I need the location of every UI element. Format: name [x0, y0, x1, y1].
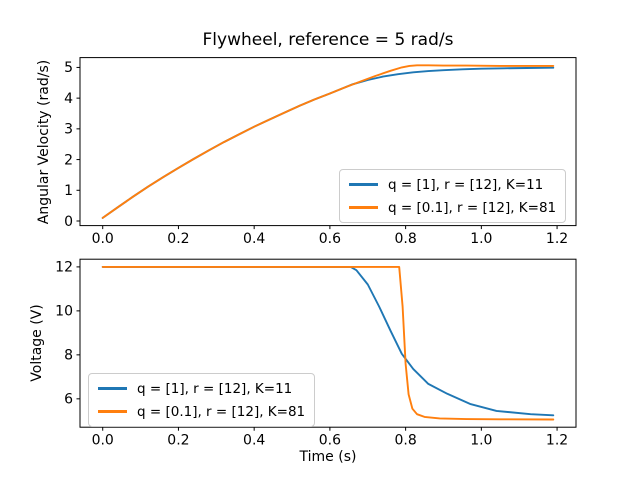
x-tick-label: 0.0	[92, 231, 114, 247]
legend-label: q = [1], r = [12], K=11	[137, 380, 293, 397]
legend-line-sample-blue	[349, 183, 378, 186]
y-tick-label: 3	[64, 122, 73, 138]
x-tick-label: 0.4	[243, 231, 265, 247]
x-tick-label: 1.0	[470, 433, 492, 449]
legend-line-sample-blue	[98, 387, 127, 390]
y-tick-label: 0	[64, 214, 73, 230]
legend-line-sample-orange	[349, 206, 378, 209]
y-tick-label: 10	[55, 304, 73, 320]
legend-entry: q = [1], r = [12], K=11	[349, 176, 556, 193]
legend-label: q = [0.1], r = [12], K=81	[137, 403, 306, 420]
x-tick-label: 0.8	[394, 231, 416, 247]
y-tick-label: 5	[64, 60, 73, 76]
legend-bottom: q = [1], r = [12], K=11 q = [0.1], r = […	[88, 373, 316, 427]
x-tick-label: 1.0	[470, 231, 492, 247]
x-tick-label: 0.6	[319, 433, 341, 449]
chart-title: Flywheel, reference = 5 rad/s	[202, 30, 454, 50]
series-line	[101, 64, 555, 219]
legend-top: q = [1], r = [12], K=11 q = [0.1], r = […	[339, 169, 567, 223]
axes-frame	[79, 57, 577, 227]
y-tick-label: 6	[64, 392, 73, 408]
y-tick-label: 8	[64, 348, 73, 364]
y-axis-label-text: Voltage (V)	[29, 304, 45, 382]
y-tick-label: 1	[64, 183, 73, 199]
x-tick-label: 0.0	[92, 433, 114, 449]
x-tick-label: 0.2	[167, 433, 189, 449]
x-axis-label-time: Time (s)	[299, 449, 357, 465]
y-tick-label: 4	[64, 91, 73, 107]
legend-entry: q = [1], r = [12], K=11	[98, 380, 305, 397]
y-tick-label: 12	[55, 260, 73, 276]
series-line	[101, 265, 555, 421]
y-axis-label-text: Angular Velocity (rad/s)	[36, 59, 52, 225]
legend-line-sample-orange	[98, 410, 127, 413]
legend-entry: q = [0.1], r = [12], K=81	[349, 199, 556, 216]
legend-entry: q = [0.1], r = [12], K=81	[98, 403, 305, 420]
x-tick-label: 0.8	[394, 433, 416, 449]
legend-label: q = [0.1], r = [12], K=81	[388, 199, 557, 216]
x-tick-label: 1.2	[546, 433, 568, 449]
legend-label: q = [1], r = [12], K=11	[388, 176, 544, 193]
x-tick-label: 0.6	[319, 231, 341, 247]
x-tick-label: 1.2	[546, 231, 568, 247]
y-tick-label: 2	[64, 152, 73, 168]
x-tick-label: 0.4	[243, 433, 265, 449]
x-tick-label: 0.2	[167, 231, 189, 247]
axes-frame	[79, 258, 577, 428]
